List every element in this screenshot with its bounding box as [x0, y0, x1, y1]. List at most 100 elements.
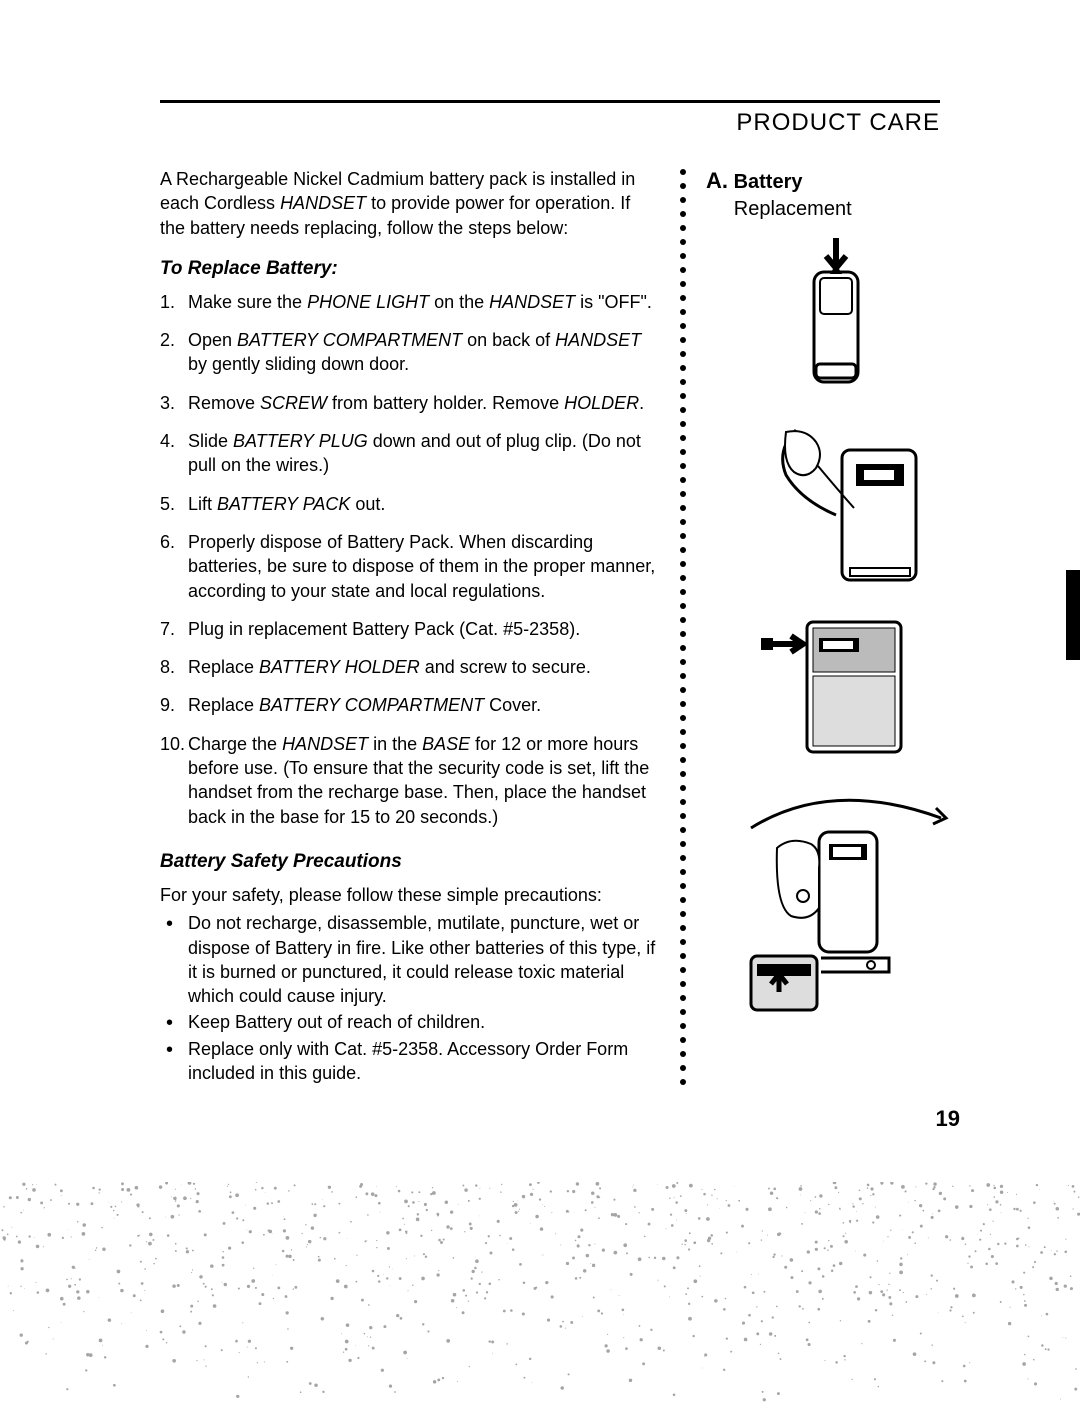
divider-dot	[680, 421, 686, 427]
intro-handset: HANDSET	[280, 193, 366, 213]
dotted-divider	[678, 167, 688, 1093]
divider-dot	[680, 267, 686, 273]
divider-dot	[680, 211, 686, 217]
sidebar-column: A. Battery Replacement	[706, 167, 966, 1093]
page-number: 19	[936, 1106, 960, 1132]
divider-dot	[680, 1023, 686, 1029]
step-1: Make sure the PHONE LIGHT on the HANDSET…	[160, 290, 660, 314]
step-8: Replace BATTERY HOLDER and screw to secu…	[160, 655, 660, 679]
divider-dot	[680, 729, 686, 735]
divider-dot	[680, 351, 686, 357]
illustration-unplug	[746, 420, 926, 590]
divider-dot	[680, 701, 686, 707]
sidebar-line2: Replacement	[734, 198, 852, 220]
divider-dot	[680, 547, 686, 553]
divider-dot	[680, 379, 686, 385]
divider-dot	[680, 995, 686, 1001]
safety-intro: For your safety, please follow these sim…	[160, 883, 660, 907]
divider-dot	[680, 687, 686, 693]
divider-dot	[680, 561, 686, 567]
divider-dot	[680, 491, 686, 497]
illustration-handset-arrow	[796, 236, 876, 396]
divider-dot	[680, 953, 686, 959]
safety-bullet-1: Do not recharge, disassemble, mutilate, …	[160, 911, 660, 1008]
divider-dot	[680, 939, 686, 945]
page-header-title: PRODUCT CARE	[160, 109, 940, 137]
divider-dot	[680, 197, 686, 203]
divider-dot	[680, 813, 686, 819]
divider-dot	[680, 631, 686, 637]
replace-steps-list: Make sure the PHONE LIGHT on the HANDSET…	[160, 290, 660, 829]
divider-dot	[680, 337, 686, 343]
divider-dot	[680, 911, 686, 917]
step-3: Remove SCREW from battery holder. Remove…	[160, 391, 660, 415]
divider-dot	[680, 603, 686, 609]
step-6: Properly dispose of Battery Pack. When d…	[160, 530, 660, 603]
divider-dot	[680, 169, 686, 175]
divider-dot	[680, 1009, 686, 1015]
divider-dot	[680, 925, 686, 931]
safety-bullets: Do not recharge, disassemble, mutilate, …	[160, 911, 660, 1085]
step-7: Plug in replacement Battery Pack (Cat. #…	[160, 617, 660, 641]
divider-dot	[680, 323, 686, 329]
divider-dot	[680, 785, 686, 791]
divider-dot	[680, 477, 686, 483]
divider-dot	[680, 1079, 686, 1085]
divider-dot	[680, 365, 686, 371]
step-4: Slide BATTERY PLUG down and out of plug …	[160, 429, 660, 478]
safety-bullet-2: Keep Battery out of reach of children.	[160, 1010, 660, 1034]
divider-dot	[680, 617, 686, 623]
divider-dot	[680, 449, 686, 455]
divider-dot	[680, 253, 686, 259]
sidebar-heading: A. Battery Replacement	[706, 167, 966, 222]
divider-dot	[680, 659, 686, 665]
divider-dot	[680, 981, 686, 987]
divider-dot	[680, 869, 686, 875]
step-2: Open BATTERY COMPARTMENT on back of HAND…	[160, 328, 660, 377]
divider-dot	[680, 673, 686, 679]
sidebar-letter: A.	[706, 168, 728, 193]
divider-dot	[680, 225, 686, 231]
divider-dot	[680, 533, 686, 539]
divider-dot	[680, 183, 686, 189]
safety-bullet-3: Replace only with Cat. #5-2358. Accessor…	[160, 1037, 660, 1086]
divider-dot	[680, 967, 686, 973]
divider-dot	[680, 295, 686, 301]
divider-dot	[680, 841, 686, 847]
divider-dot	[680, 589, 686, 595]
divider-dot	[680, 883, 686, 889]
divider-dot	[680, 757, 686, 763]
divider-dot	[680, 519, 686, 525]
divider-dot	[680, 715, 686, 721]
divider-dot	[680, 827, 686, 833]
divider-dot	[680, 281, 686, 287]
divider-dot	[680, 505, 686, 511]
divider-dot	[680, 435, 686, 441]
divider-dot	[680, 393, 686, 399]
replace-battery-heading: To Replace Battery:	[160, 258, 660, 280]
divider-dot	[680, 309, 686, 315]
main-text-column: A Rechargeable Nickel Cadmium battery pa…	[160, 167, 660, 1093]
divider-dot	[680, 645, 686, 651]
illustration-holder	[761, 614, 911, 764]
sidebar-line1: Battery	[734, 171, 803, 193]
divider-dot	[680, 1065, 686, 1071]
divider-dot	[680, 1037, 686, 1043]
divider-dot	[680, 743, 686, 749]
divider-dot	[680, 771, 686, 777]
step-10: Charge the HANDSET in the BASE for 12 or…	[160, 732, 660, 829]
divider-dot	[680, 463, 686, 469]
scan-noise	[0, 1182, 1080, 1402]
divider-dot	[680, 239, 686, 245]
header-rule	[160, 100, 940, 103]
illustration-charge-base	[721, 788, 951, 1018]
safety-heading: Battery Safety Precautions	[160, 851, 660, 873]
step-5: Lift BATTERY PACK out.	[160, 492, 660, 516]
intro-paragraph: A Rechargeable Nickel Cadmium battery pa…	[160, 167, 660, 240]
divider-dot	[680, 575, 686, 581]
divider-dot	[680, 1051, 686, 1057]
divider-dot	[680, 407, 686, 413]
step-9: Replace BATTERY COMPARTMENT Cover.	[160, 693, 660, 717]
divider-dot	[680, 855, 686, 861]
divider-dot	[680, 897, 686, 903]
